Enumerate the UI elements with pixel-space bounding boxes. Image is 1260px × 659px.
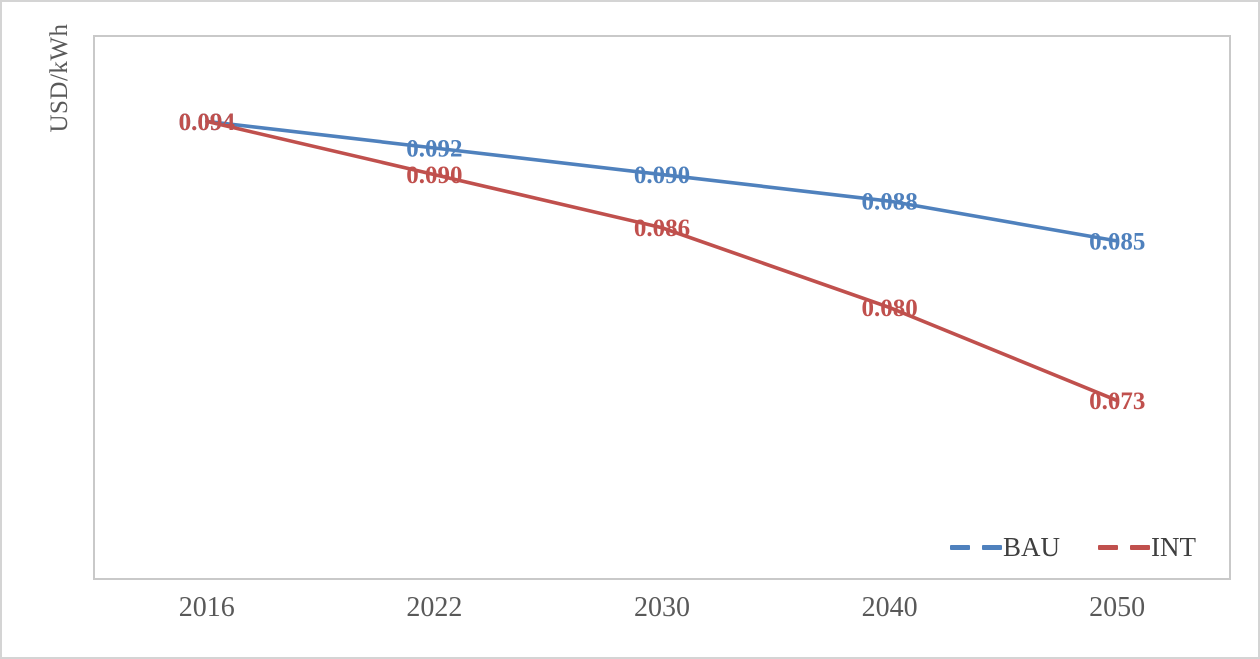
x-tick-label-2040: 2040 — [861, 592, 918, 623]
chart-legend: BAU INT — [950, 531, 1196, 563]
legend-label-int: INT — [1151, 532, 1196, 562]
x-tick-label-2016: 2016 — [178, 592, 235, 623]
legend-label-bau: BAU — [1003, 532, 1061, 562]
x-tick-label-2030: 2030 — [633, 592, 690, 623]
legend-item-bau: BAU — [950, 531, 1060, 563]
x-tick-label-2050: 2050 — [1089, 592, 1146, 623]
legend-item-int: INT — [1098, 531, 1196, 563]
plot-area — [93, 35, 1231, 580]
x-tick-label-2022: 2022 — [406, 592, 463, 623]
int-dashed-line-icon — [1098, 544, 1151, 550]
x-axis-tick-labels: 2016 2022 2030 2040 2050 — [93, 592, 1231, 624]
bau-dashed-line-icon — [950, 544, 1002, 550]
y-axis-title: USD/kWh — [46, 23, 73, 133]
